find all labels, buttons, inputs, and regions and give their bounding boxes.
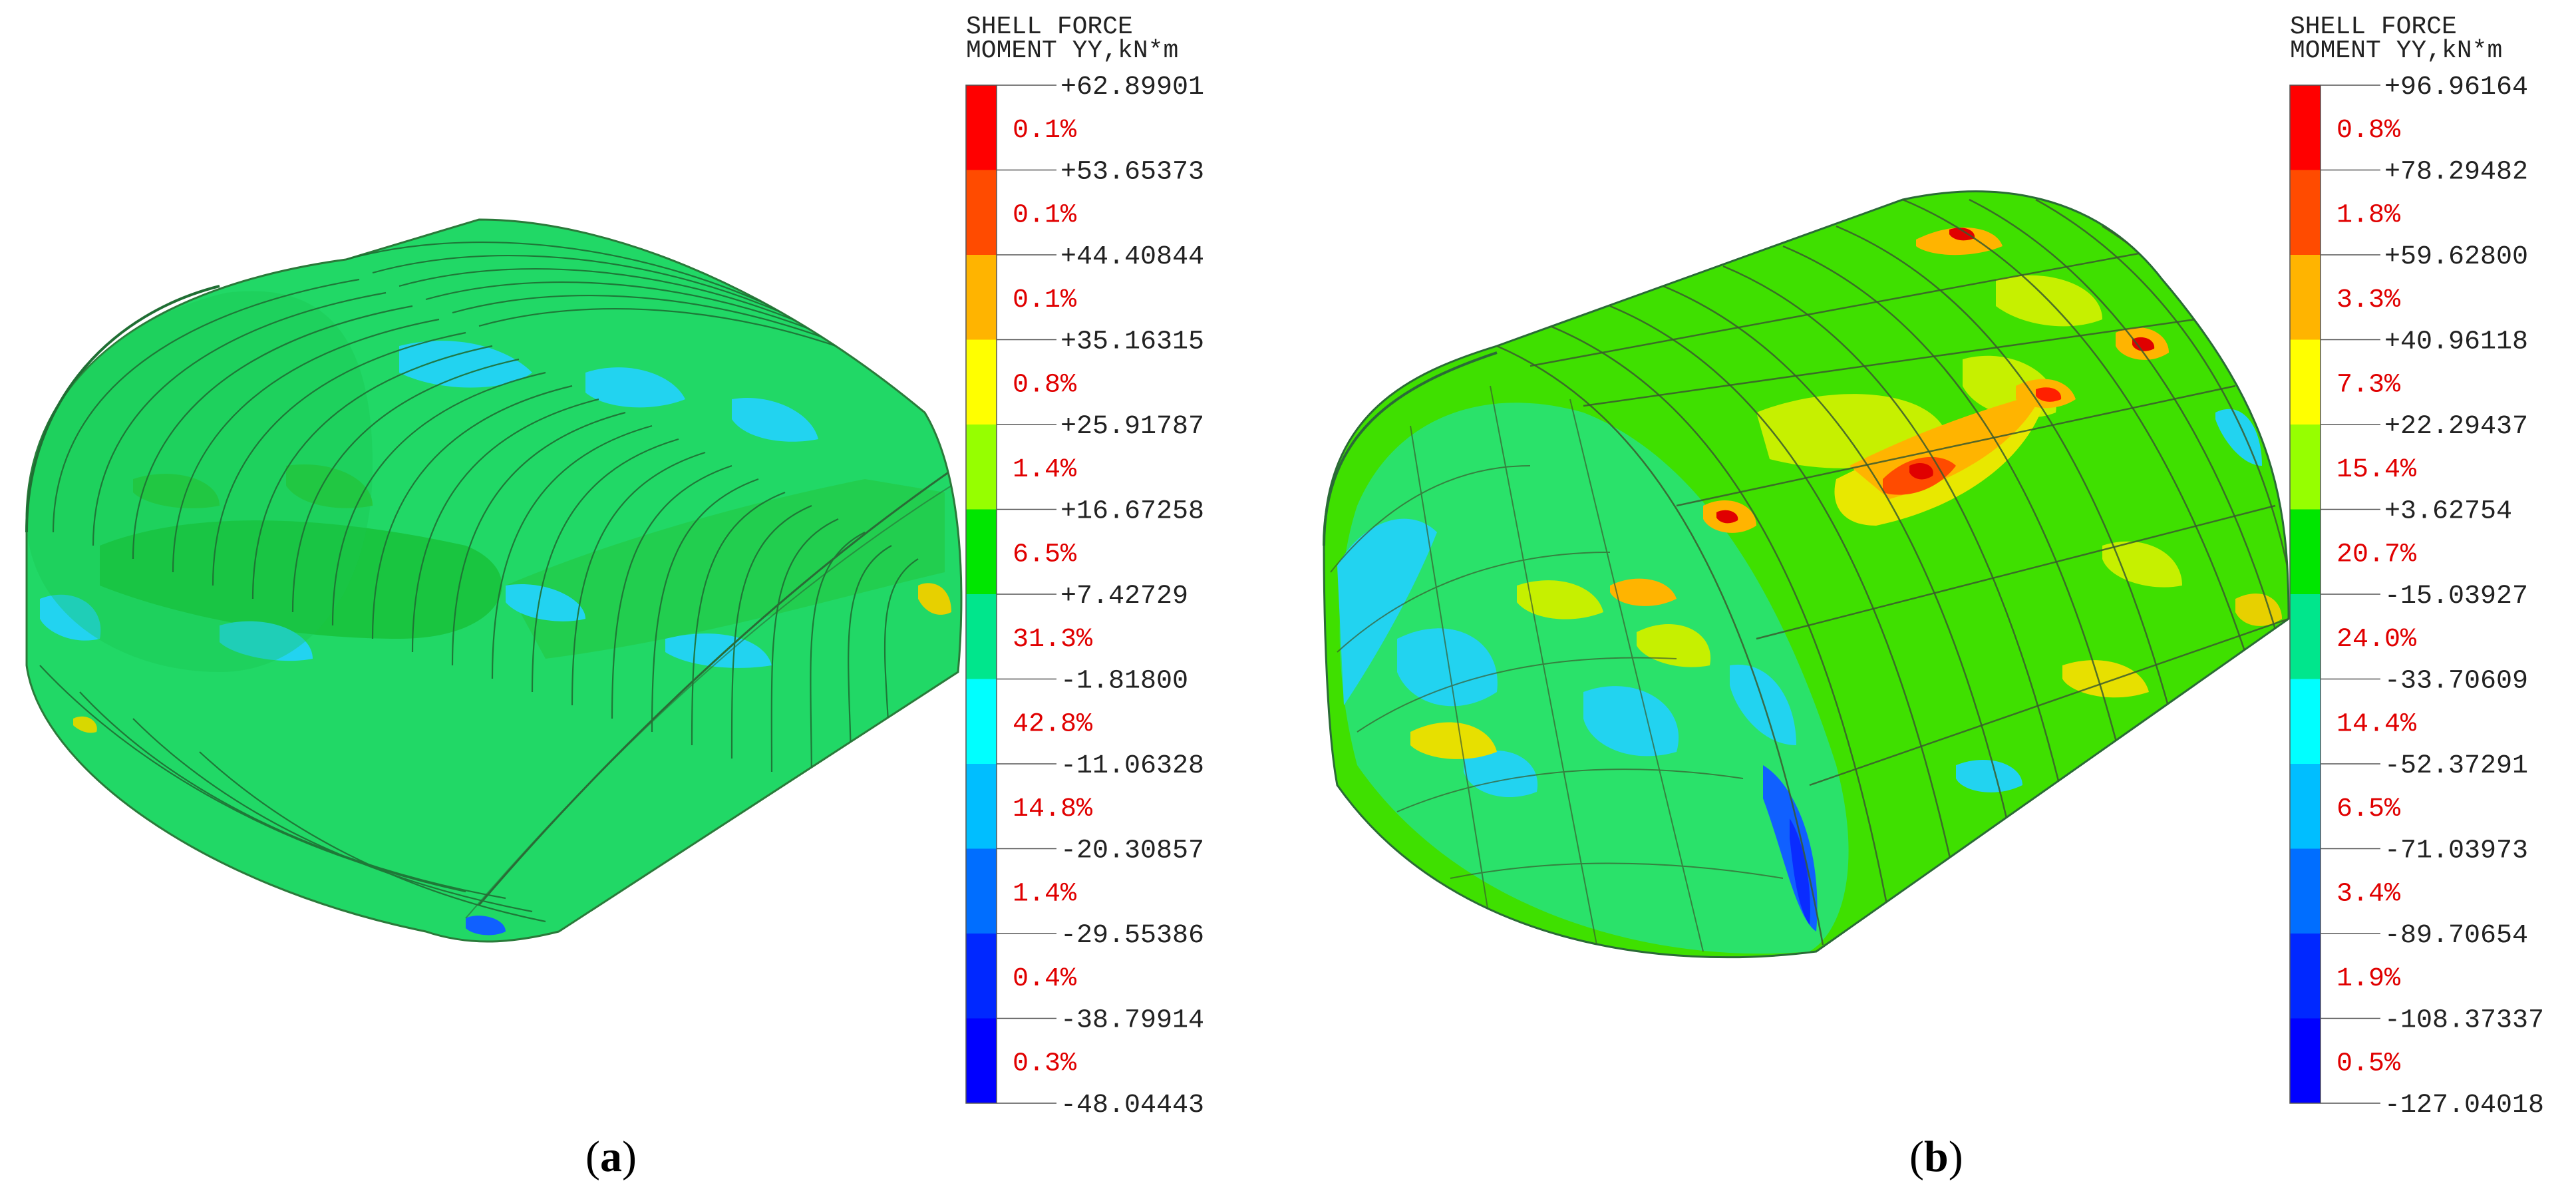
legend-value: -89.70654 xyxy=(2384,921,2528,951)
legend-percent: 0.4% xyxy=(1013,964,1077,994)
legend-band xyxy=(2290,848,2321,934)
legend-band xyxy=(2290,509,2321,594)
legend-percent: 3.3% xyxy=(2336,285,2401,315)
panel-b-model xyxy=(1323,190,2290,959)
legend-band xyxy=(966,339,997,425)
caption-b-letter: b xyxy=(1924,1132,1949,1181)
legend-value: +25.91787 xyxy=(1060,412,1204,442)
legend-value: +96.96164 xyxy=(2384,73,2528,102)
legend-band xyxy=(2290,679,2321,764)
legend-percent: 3.4% xyxy=(2336,879,2401,909)
legend-value: -15.03927 xyxy=(2384,582,2528,611)
caption-a: (a) xyxy=(585,1132,637,1181)
legend-a: SHELL FORCE MOMENT YY,kN*m +62.89901 +53.… xyxy=(965,13,1204,1120)
legend-percent: 0.1% xyxy=(1013,285,1077,315)
legend-band xyxy=(2290,764,2321,849)
caption-a-letter: a xyxy=(600,1132,622,1181)
legend-value: -33.70609 xyxy=(2384,667,2528,697)
legend-band xyxy=(2290,255,2321,340)
legend-value: +59.62800 xyxy=(2384,242,2528,272)
legend-percent: 6.5% xyxy=(1013,540,1077,570)
legend-value: +40.96118 xyxy=(2384,327,2528,357)
legend-value: -108.37337 xyxy=(2384,1006,2544,1036)
legend-value: +22.29437 xyxy=(2384,412,2528,442)
legend-percent: 14.8% xyxy=(1013,794,1093,824)
legend-band xyxy=(966,509,997,594)
legend-value: -38.79914 xyxy=(1060,1006,1204,1036)
legend-band xyxy=(966,848,997,934)
legend-a-percents: 0.1% 0.1% 0.1% 0.8% 1.4% 6.5% 31.3% 42.8% 14.8% 1… xyxy=(1013,116,1093,1079)
legend-band xyxy=(966,934,997,1019)
legend-value: +62.89901 xyxy=(1060,73,1204,102)
legend-value: -48.04443 xyxy=(1060,1091,1204,1120)
legend-band xyxy=(2290,594,2321,679)
legend-band xyxy=(2290,170,2321,255)
legend-percent: 1.4% xyxy=(1013,879,1077,909)
legend-percent: 15.4% xyxy=(2336,455,2417,485)
legend-b-percents: 0.8% 1.8% 3.3% 7.3% 15.4% 20.7% 24.0% 14.4% 6.5%… xyxy=(2336,116,2417,1079)
legend-percent: 0.1% xyxy=(1013,200,1077,230)
legend-value: +53.65373 xyxy=(1060,158,1204,188)
legend-percent: 14.4% xyxy=(2336,709,2417,739)
legend-percent: 0.1% xyxy=(1013,116,1077,146)
caption-b: (b) xyxy=(1909,1132,1963,1181)
legend-a-values: +62.89901 +53.65373 +44.40844 +35.16315 +25.… xyxy=(997,73,1204,1120)
legend-value: -20.30857 xyxy=(1060,836,1204,866)
legend-percent: 0.8% xyxy=(1013,370,1077,400)
legend-value: +3.62754 xyxy=(2384,497,2512,527)
legend-b: SHELL FORCE MOMENT YY,kN*m +96.96164 +78.… xyxy=(2289,13,2544,1120)
legend-band xyxy=(2290,425,2321,510)
legend-value: -11.06328 xyxy=(1060,751,1204,781)
legend-percent: 1.9% xyxy=(2336,964,2401,994)
legend-band xyxy=(966,255,997,340)
legend-b-title-line1: SHELL FORCE xyxy=(2290,13,2457,41)
legend-band xyxy=(966,85,997,170)
svg-text:(a): (a) xyxy=(585,1132,637,1181)
legend-percent: 0.5% xyxy=(2336,1049,2401,1079)
legend-percent: 6.5% xyxy=(2336,794,2401,824)
legend-band xyxy=(966,764,997,849)
legend-band xyxy=(966,679,997,764)
legend-band xyxy=(2290,85,2321,170)
panel-a-model xyxy=(25,218,963,943)
legend-value: +16.67258 xyxy=(1060,497,1204,527)
legend-value: -1.81800 xyxy=(1060,667,1188,697)
legend-percent: 1.8% xyxy=(2336,200,2401,230)
legend-band xyxy=(966,170,997,255)
legend-percent: 7.3% xyxy=(2336,370,2401,400)
legend-b-color-bar xyxy=(2289,85,2321,1104)
legend-value: +35.16315 xyxy=(1060,327,1204,357)
legend-percent: 0.8% xyxy=(2336,116,2401,146)
legend-band xyxy=(966,425,997,510)
legend-percent: 1.4% xyxy=(1013,455,1077,485)
legend-band xyxy=(966,594,997,679)
legend-b-title-line2: MOMENT YY,kN*m xyxy=(2290,37,2502,65)
legend-value: +7.42729 xyxy=(1060,582,1188,611)
legend-value: +78.29482 xyxy=(2384,158,2528,188)
legend-value: -29.55386 xyxy=(1060,921,1204,951)
legend-a-title-line1: SHELL FORCE xyxy=(966,13,1133,41)
legend-value: -71.03973 xyxy=(2384,836,2528,866)
legend-a-color-bar xyxy=(965,85,997,1104)
legend-percent: 42.8% xyxy=(1013,709,1093,739)
legend-percent: 0.3% xyxy=(1013,1049,1077,1079)
legend-band xyxy=(966,1018,997,1103)
legend-value: -52.37291 xyxy=(2384,751,2528,781)
legend-percent: 24.0% xyxy=(2336,625,2417,655)
legend-value: +44.40844 xyxy=(1060,242,1204,272)
legend-b-values: +96.96164 +78.29482 +59.62800 +40.96118 +22.… xyxy=(2321,73,2544,1120)
legend-band xyxy=(2290,1018,2321,1103)
legend-value: -127.04018 xyxy=(2384,1091,2544,1120)
legend-percent: 31.3% xyxy=(1013,625,1093,655)
legend-percent: 20.7% xyxy=(2336,540,2417,570)
svg-text:(b): (b) xyxy=(1909,1132,1963,1181)
legend-band xyxy=(2290,339,2321,425)
legend-band xyxy=(2290,934,2321,1019)
legend-a-title-line2: MOMENT YY,kN*m xyxy=(966,37,1178,65)
